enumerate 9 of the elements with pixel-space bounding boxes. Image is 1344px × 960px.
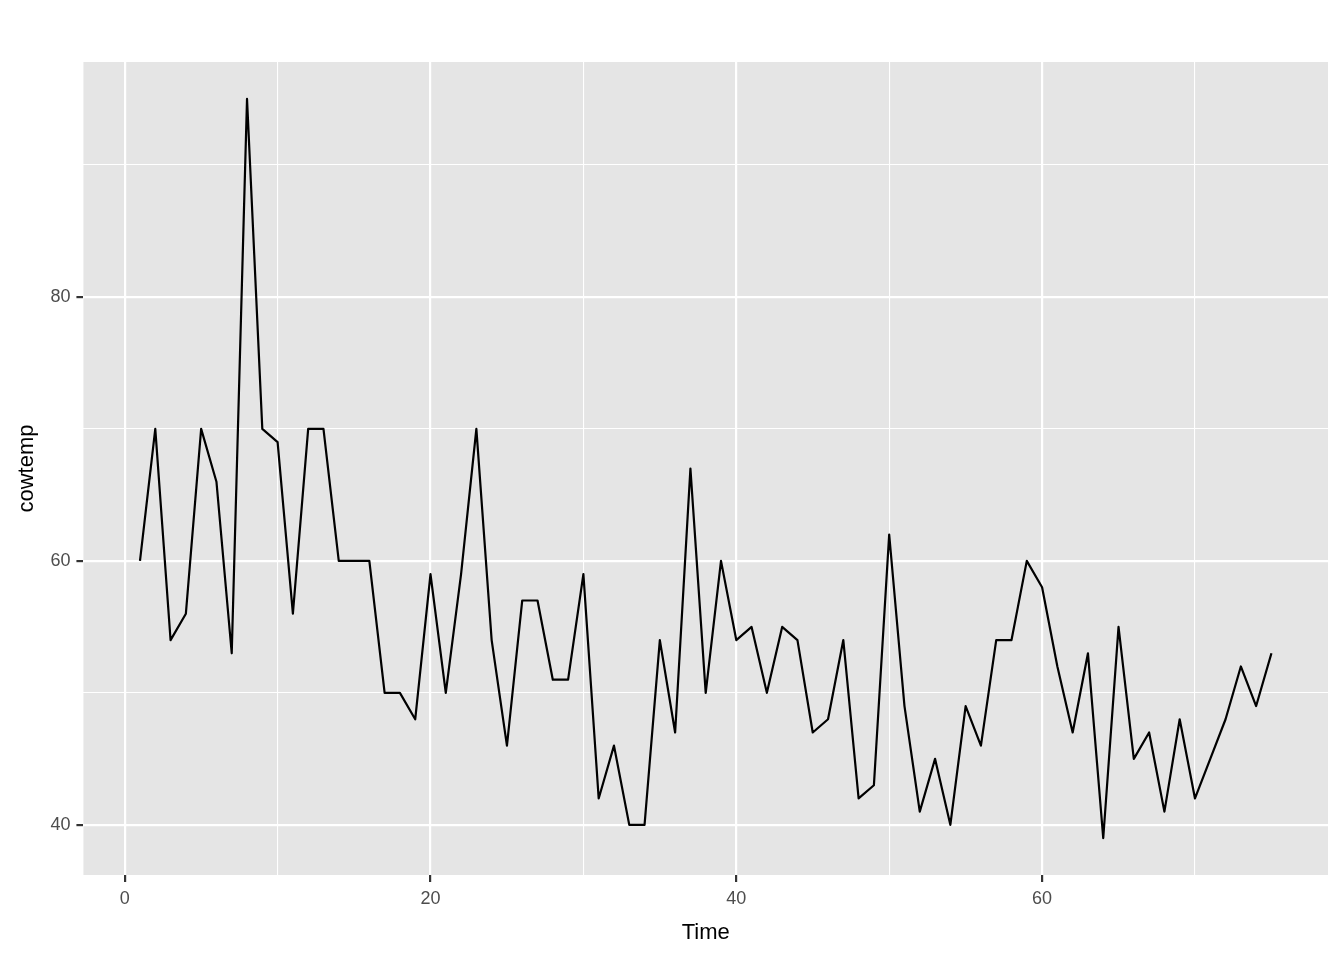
y-tick-label: 80 (50, 285, 71, 306)
x-axis-title: Time (681, 918, 730, 944)
x-tick-label: 0 (119, 887, 130, 908)
y-axis-title: cowtemp (13, 424, 39, 513)
x-tick-label: 40 (726, 887, 747, 908)
y-tick-label: 60 (50, 549, 71, 570)
y-tick-label: 40 (50, 813, 71, 834)
x-tick-label: 20 (420, 887, 441, 908)
x-tick-label: 60 (1032, 887, 1053, 908)
